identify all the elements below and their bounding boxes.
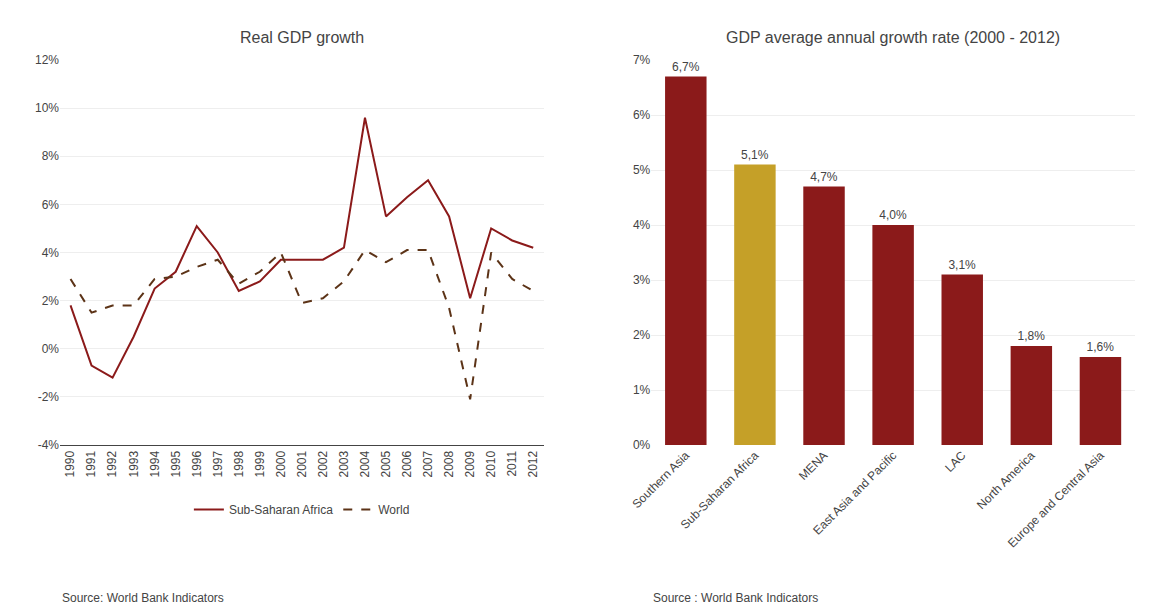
svg-text:Sub-Saharan Africa: Sub-Saharan Africa xyxy=(678,448,762,532)
svg-text:1996: 1996 xyxy=(190,450,204,477)
svg-text:2002: 2002 xyxy=(316,450,330,477)
svg-text:1999: 1999 xyxy=(253,450,267,477)
svg-text:5,1%: 5,1% xyxy=(741,148,769,162)
svg-text:1%: 1% xyxy=(633,383,651,397)
svg-text:4%: 4% xyxy=(42,246,60,260)
svg-text:2001: 2001 xyxy=(295,450,309,477)
svg-text:2000: 2000 xyxy=(274,450,288,477)
svg-text:Real GDP growth: Real GDP growth xyxy=(240,29,364,46)
svg-text:World: World xyxy=(378,503,409,517)
svg-text:Europe and Central Asia: Europe and Central Asia xyxy=(1005,448,1107,550)
svg-text:0%: 0% xyxy=(633,438,651,452)
svg-text:1990: 1990 xyxy=(63,450,77,477)
svg-text:2004: 2004 xyxy=(358,450,372,477)
svg-text:1998: 1998 xyxy=(232,450,246,477)
svg-text:1994: 1994 xyxy=(148,450,162,477)
svg-text:4,0%: 4,0% xyxy=(879,208,907,222)
svg-text:Source: World Bank Indicators: Source: World Bank Indicators xyxy=(62,591,224,605)
svg-text:3,1%: 3,1% xyxy=(948,258,976,272)
svg-text:1,6%: 1,6% xyxy=(1087,340,1115,354)
svg-text:1992: 1992 xyxy=(105,450,119,477)
svg-text:MENA: MENA xyxy=(796,448,830,482)
svg-text:2007: 2007 xyxy=(421,450,435,477)
svg-text:2%: 2% xyxy=(633,328,651,342)
svg-text:2010: 2010 xyxy=(484,450,498,477)
svg-text:4,7%: 4,7% xyxy=(810,170,838,184)
svg-text:GDP average annual growth rate: GDP average annual growth rate (2000 - 2… xyxy=(726,29,1060,46)
svg-text:0%: 0% xyxy=(42,342,60,356)
svg-text:3%: 3% xyxy=(633,273,651,287)
svg-text:-4%: -4% xyxy=(38,438,60,452)
svg-text:2006: 2006 xyxy=(400,450,414,477)
svg-text:Southern Asia: Southern Asia xyxy=(629,448,692,511)
svg-text:Sub-Saharan Africa: Sub-Saharan Africa xyxy=(229,503,333,517)
svg-text:LAC: LAC xyxy=(942,448,969,475)
svg-text:2008: 2008 xyxy=(442,450,456,477)
svg-text:2012: 2012 xyxy=(526,450,540,477)
svg-text:6%: 6% xyxy=(633,108,651,122)
svg-text:8%: 8% xyxy=(42,149,60,163)
svg-text:6,7%: 6,7% xyxy=(672,60,700,74)
svg-text:1993: 1993 xyxy=(127,450,141,477)
svg-text:2005: 2005 xyxy=(379,450,393,477)
svg-text:1991: 1991 xyxy=(84,450,98,477)
svg-text:2003: 2003 xyxy=(337,450,351,477)
svg-text:-2%: -2% xyxy=(38,390,60,404)
svg-text:5%: 5% xyxy=(633,163,651,177)
svg-text:10%: 10% xyxy=(35,101,59,115)
svg-text:4%: 4% xyxy=(633,218,651,232)
svg-text:2009: 2009 xyxy=(463,450,477,477)
svg-text:1995: 1995 xyxy=(169,450,183,477)
svg-text:6%: 6% xyxy=(42,198,60,212)
svg-text:North America: North America xyxy=(974,448,1038,512)
svg-text:2011: 2011 xyxy=(505,450,519,476)
svg-text:2%: 2% xyxy=(42,294,60,308)
svg-text:1,8%: 1,8% xyxy=(1017,329,1045,343)
svg-text:Source : World Bank Indicators: Source : World Bank Indicators xyxy=(653,591,818,605)
svg-text:East Asia and Pacific: East Asia and Pacific xyxy=(810,448,899,537)
svg-text:1997: 1997 xyxy=(211,450,225,477)
svg-text:12%: 12% xyxy=(35,53,59,67)
svg-text:7%: 7% xyxy=(633,53,651,67)
